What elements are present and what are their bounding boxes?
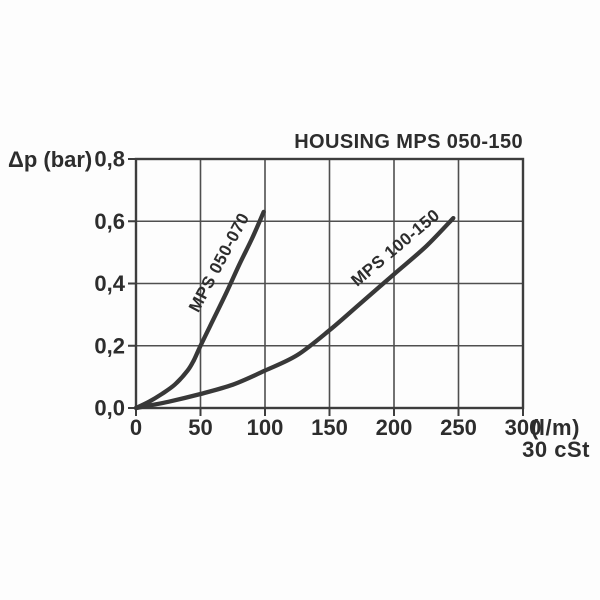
y-tick-label: 0,2 — [94, 333, 125, 358]
curve-mps-100-150 — [133, 215, 456, 411]
x-tick-label: 300 — [505, 415, 542, 440]
x-tick-label: 250 — [440, 415, 477, 440]
y-tick-label: 0,6 — [94, 209, 125, 234]
y-tick-label: 0,0 — [94, 396, 125, 421]
x-tick-label: 50 — [188, 415, 212, 440]
x-tick-label: 0 — [130, 415, 142, 440]
x-tick-label: 100 — [247, 415, 284, 440]
x-tick-label: 150 — [311, 415, 348, 440]
curve-mps-050-070 — [133, 209, 266, 411]
curve-label-mps-050-070: MPS 050-070 — [185, 210, 253, 316]
chart-title: HOUSING MPS 050-150 — [294, 131, 523, 153]
x-tick-label: 200 — [376, 415, 413, 440]
y-tick-label: 0,4 — [94, 271, 125, 296]
x-axis-unit-label: (l/m) — [531, 415, 580, 440]
curve-label-mps-100-150: MPS 100-150 — [347, 205, 443, 290]
y-tick-label: 0,8 — [94, 147, 125, 172]
viscosity-note: 30 cSt — [522, 437, 590, 462]
y-axis-label: Δp (bar) — [8, 147, 93, 172]
